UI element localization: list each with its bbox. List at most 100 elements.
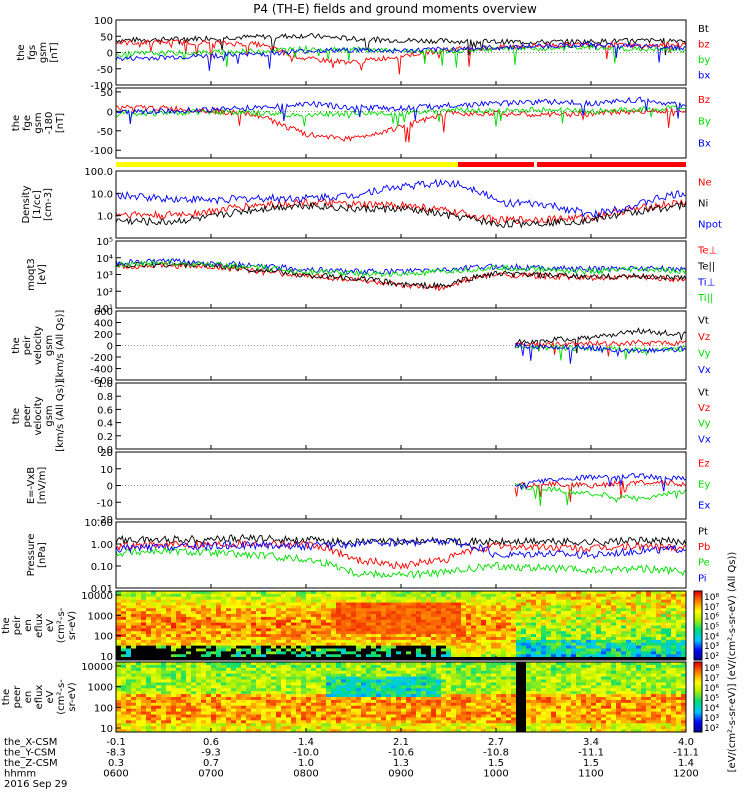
heatmap-cell bbox=[481, 711, 487, 715]
heatmap-cell bbox=[436, 664, 442, 669]
heatmap-cell bbox=[521, 654, 527, 658]
heatmap-cell bbox=[411, 726, 417, 730]
heatmap-cell bbox=[516, 596, 522, 600]
heatmap-cell bbox=[631, 654, 637, 658]
heatmap-cell bbox=[201, 723, 207, 727]
heatmap-cell bbox=[251, 688, 257, 692]
heatmap-cell bbox=[246, 662, 252, 666]
heatmap-cell bbox=[591, 639, 597, 644]
heatmap-cell bbox=[586, 602, 592, 606]
heatmap-cell bbox=[156, 697, 162, 701]
heatmap-cell bbox=[461, 639, 467, 644]
heatmap-cell bbox=[286, 688, 292, 692]
heatmap-cell bbox=[411, 628, 417, 632]
heatmap-cell bbox=[316, 614, 322, 618]
colorbar-step bbox=[694, 658, 702, 661]
heatmap-cell bbox=[161, 596, 167, 600]
heatmap-cell bbox=[451, 664, 457, 669]
heatmap-cell bbox=[596, 616, 602, 621]
heatmap-cell bbox=[496, 664, 502, 669]
heatmap-cell bbox=[266, 691, 272, 695]
heatmap-cell bbox=[366, 664, 372, 669]
heatmap-cell bbox=[351, 639, 357, 644]
series-group-peir_vel bbox=[514, 327, 687, 364]
heatmap-cell bbox=[301, 702, 307, 707]
heatmap-cell bbox=[171, 639, 177, 644]
heatmap-cell bbox=[241, 628, 247, 632]
heatmap-cell bbox=[286, 702, 292, 707]
heatmap-cell bbox=[436, 682, 442, 686]
heatmap-cell bbox=[421, 697, 427, 701]
legend-entry: Vy bbox=[698, 419, 711, 430]
heatmap-cell bbox=[571, 642, 577, 646]
heatmap-cell bbox=[416, 708, 422, 712]
heatmap-cell bbox=[391, 720, 397, 724]
colorbar-step bbox=[694, 637, 702, 640]
heatmap-cell bbox=[376, 711, 382, 715]
heatmap-cell bbox=[276, 697, 282, 701]
heatmap-cell bbox=[216, 645, 222, 649]
heatmap-cell bbox=[131, 639, 137, 644]
heatmap-cell bbox=[326, 599, 332, 603]
heatmap-cell bbox=[406, 723, 412, 727]
heatmap-cell bbox=[576, 611, 582, 615]
heatmap-cell bbox=[581, 608, 587, 612]
heatmap-cell bbox=[376, 685, 382, 689]
heatmap-cell bbox=[136, 688, 142, 692]
heatmap-cell bbox=[166, 676, 172, 680]
heatmap-cell bbox=[141, 608, 147, 612]
heatmap-cell bbox=[311, 685, 317, 689]
heatmap-cell bbox=[281, 711, 287, 715]
heatmap-cell bbox=[406, 708, 412, 712]
series-group-pressure bbox=[115, 533, 687, 579]
heatmap-cell bbox=[586, 651, 592, 655]
heatmap-cell bbox=[226, 625, 232, 629]
heatmap-cell bbox=[171, 729, 177, 733]
heatmap-cell bbox=[151, 616, 157, 621]
heatmap-cell bbox=[386, 591, 392, 595]
heatmap-cell bbox=[501, 602, 507, 606]
heatmap-cell bbox=[321, 634, 327, 638]
heatmap-cell bbox=[176, 591, 182, 595]
heatmap-cell bbox=[441, 714, 447, 718]
heatmap-cell bbox=[181, 605, 187, 609]
colorbar-step bbox=[694, 599, 702, 602]
heatmap-cell bbox=[211, 667, 217, 672]
heatmap-cell bbox=[581, 639, 587, 644]
heatmap-cell bbox=[441, 664, 447, 669]
heatmap-cell bbox=[471, 702, 477, 707]
heatmap-cell bbox=[476, 602, 482, 606]
heatmap-cell bbox=[316, 599, 322, 603]
heatmap-cell bbox=[171, 664, 177, 669]
heatmap-cell bbox=[166, 673, 172, 677]
heatmap-cell bbox=[471, 591, 477, 595]
heatmap-cell bbox=[166, 628, 172, 632]
heatmap-cell bbox=[496, 694, 502, 698]
heatmap-cell bbox=[271, 648, 277, 652]
heatmap-cell bbox=[231, 602, 237, 606]
heatmap-cell bbox=[386, 599, 392, 603]
heatmap-cell bbox=[136, 608, 142, 612]
heatmap-cell bbox=[401, 634, 407, 638]
heatmap-cell bbox=[136, 705, 142, 709]
heatmap-cell bbox=[276, 679, 282, 683]
heatmap-cell bbox=[456, 685, 462, 689]
heatmap-cell bbox=[366, 717, 372, 721]
heatmap-cell bbox=[456, 614, 462, 618]
heatmap-cell bbox=[181, 685, 187, 689]
heatmap-cell bbox=[366, 711, 372, 715]
heatmap-cell bbox=[166, 622, 172, 626]
heatmap-cell bbox=[606, 616, 612, 621]
heatmap-cell bbox=[436, 717, 442, 721]
heatmap-cell bbox=[371, 614, 377, 618]
heatmap-cell bbox=[241, 723, 247, 727]
heatmap-cell bbox=[296, 639, 302, 644]
heatmap-cell bbox=[486, 723, 492, 727]
heatmap-cell bbox=[571, 645, 577, 649]
heatmap-cell bbox=[496, 717, 502, 721]
heatmap-cell bbox=[486, 697, 492, 701]
heatmap-cell bbox=[161, 602, 167, 606]
heatmap-cell bbox=[491, 673, 497, 677]
heatmap-cell bbox=[561, 602, 567, 606]
heatmap-cell bbox=[321, 616, 327, 621]
